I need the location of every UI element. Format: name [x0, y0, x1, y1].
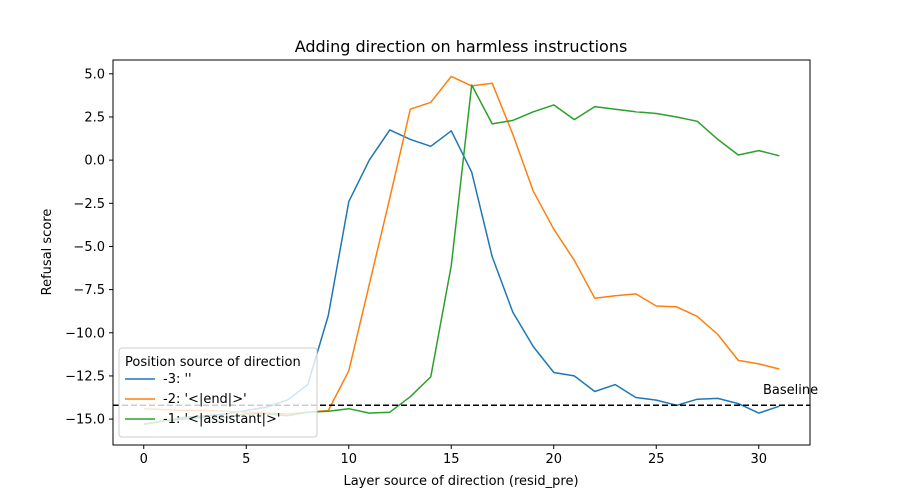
legend-label: -2: '<|end|>'	[163, 392, 247, 407]
y-tick-label: −10.0	[65, 326, 105, 341]
legend-label: -1: '<|assistant|>'	[163, 412, 280, 427]
y-axis-label: Refusal score	[40, 209, 55, 296]
y-tick-label: −5.0	[73, 240, 105, 255]
chart-title: Adding direction on harmless instruction…	[295, 37, 628, 56]
y-tick-label: −15.0	[65, 413, 105, 428]
axes: 0 5 10 15 20 25 30 5.0 2.5 0.0 −2.5 −5.0 −7.5 −10.0 −1…	[65, 67, 767, 467]
y-tick-label: −12.5	[65, 369, 105, 384]
legend-entries: -3: '' -2: '<|end|>' -1: '<|assistant|>'	[125, 372, 280, 427]
x-tick-label: 30	[750, 452, 767, 467]
x-tick-label: 5	[242, 452, 250, 467]
baseline-label: Baseline	[763, 383, 818, 398]
y-tick-label: 5.0	[84, 67, 105, 82]
y-tick-label: −7.5	[73, 283, 105, 298]
y-tick-label: 0.0	[84, 154, 105, 169]
legend: Position source of direction -3: '' -2: '…	[118, 347, 318, 438]
x-tick-label: 0	[140, 452, 148, 467]
legend-title: Position source of direction	[125, 355, 301, 370]
legend-label: -3: ''	[163, 372, 192, 387]
x-tick-label: 25	[648, 452, 665, 467]
x-tick-label: 15	[443, 452, 460, 467]
y-tick-label: 2.5	[84, 110, 105, 125]
x-tick-label: 20	[545, 452, 562, 467]
legend-box	[118, 347, 318, 438]
x-axis-label: Layer source of direction (resid_pre)	[343, 474, 578, 489]
axes-frame	[112, 59, 811, 446]
y-tick-label: −2.5	[73, 197, 105, 212]
x-tick-label: 10	[340, 452, 357, 467]
